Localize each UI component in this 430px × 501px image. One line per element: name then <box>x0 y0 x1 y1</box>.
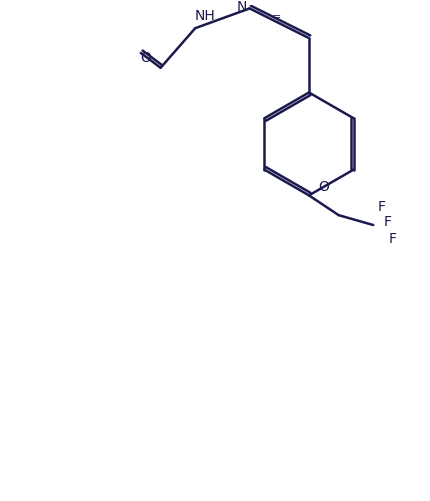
Text: N: N <box>236 1 246 15</box>
Text: NH: NH <box>194 10 215 24</box>
Text: =: = <box>271 13 280 23</box>
Text: F: F <box>383 215 391 229</box>
Text: F: F <box>376 200 384 214</box>
Text: F: F <box>388 232 396 246</box>
Text: O: O <box>140 51 151 65</box>
Text: O: O <box>318 180 329 194</box>
